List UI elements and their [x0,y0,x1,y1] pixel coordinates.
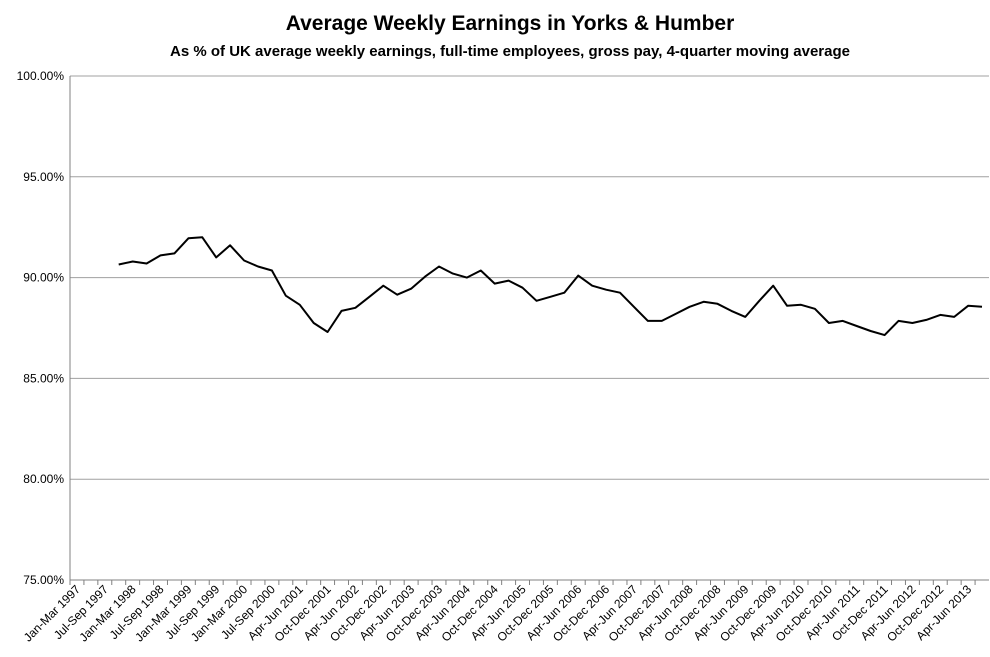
line [118,236,983,337]
chart-title: Average Weekly Earnings in Yorks & Humbe… [286,12,735,35]
y-tick-label: 95.00% [23,170,64,184]
y-tick-label: 80.00% [23,472,64,486]
chart-subtitle: As % of UK average weekly earnings, full… [170,43,850,60]
y-tick-label: 75.00% [23,573,64,587]
y-tick-label: 85.00% [23,371,64,385]
y-tick-label: 90.00% [23,271,64,285]
y-tick-label: 100.00% [17,69,65,83]
